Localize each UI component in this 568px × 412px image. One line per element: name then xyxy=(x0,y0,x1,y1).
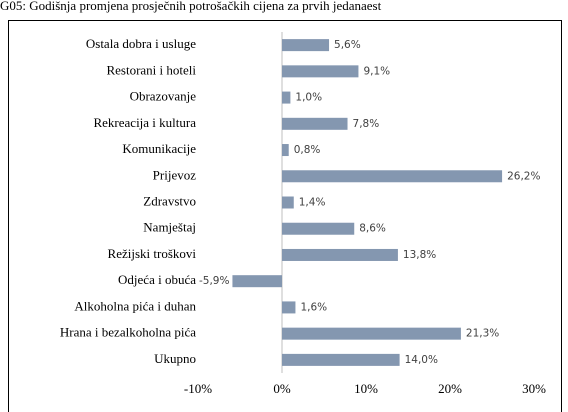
bar xyxy=(282,248,398,261)
y-tick-label: Komunikacije xyxy=(122,141,196,156)
y-tick-label: Obrazovanje xyxy=(130,89,197,104)
data-label: 1,6% xyxy=(300,301,327,313)
bar xyxy=(282,65,359,78)
bar xyxy=(282,91,291,104)
y-tick-label: Alkoholna pića i duhan xyxy=(74,298,196,313)
x-tick-label: 10% xyxy=(354,381,378,396)
y-tick-label: Namještaj xyxy=(143,220,196,235)
data-label: 0,8% xyxy=(294,144,321,156)
data-label: 8,6% xyxy=(359,223,386,235)
bar xyxy=(282,39,330,52)
bar xyxy=(282,144,289,157)
y-tick-label: Ostala dobra i usluge xyxy=(86,36,196,51)
data-label: 26,2% xyxy=(507,170,540,182)
bar xyxy=(282,222,355,235)
y-tick-label: Režijski troškovi xyxy=(108,246,197,261)
bar xyxy=(282,353,400,366)
y-tick-label: Restorani i hoteli xyxy=(106,62,196,77)
bar xyxy=(282,170,503,183)
bar xyxy=(282,196,294,209)
y-tick-label: Zdravstvo xyxy=(143,193,196,208)
bar xyxy=(232,275,282,288)
y-tick-label: Rekreacija i kultura xyxy=(93,115,196,130)
data-label: 21,3% xyxy=(466,328,499,340)
bar xyxy=(282,117,348,130)
bar xyxy=(282,301,296,314)
x-tick-label: 30% xyxy=(522,381,546,396)
y-tick-label: Prijevoz xyxy=(153,167,197,182)
chart-frame xyxy=(8,20,562,412)
data-label: 1,4% xyxy=(299,197,326,209)
x-tick-label: 20% xyxy=(438,381,462,396)
data-label: 14,0% xyxy=(405,354,438,366)
bar xyxy=(282,327,461,340)
data-label: 5,6% xyxy=(334,39,361,51)
x-tick-label: 0% xyxy=(273,381,291,396)
data-label: 13,8% xyxy=(403,249,436,261)
data-label: 1,0% xyxy=(295,92,322,104)
x-tick-label: -10% xyxy=(184,381,212,396)
data-label: -5,9% xyxy=(199,275,229,287)
y-tick-label: Ukupno xyxy=(154,351,196,366)
data-label: 7,8% xyxy=(353,118,380,130)
data-label: 9,1% xyxy=(363,65,390,77)
y-tick-label: Odjeća i obuća xyxy=(118,272,196,287)
chart-title: G05: Godišnja promjena prosječnih potroš… xyxy=(0,0,382,13)
y-tick-label: Hrana i bezalkoholna pića xyxy=(60,325,196,340)
